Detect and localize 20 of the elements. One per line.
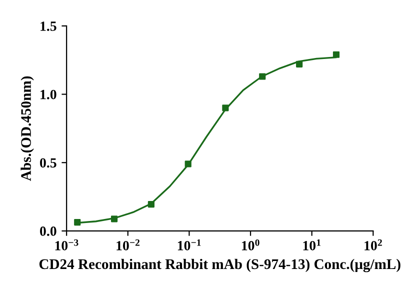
x-tick-label: 10$^{−3}$ [55,239,78,250]
point [222,104,229,112]
y-axis-title: Abs.(OD.450nm) [20,76,34,181]
point [184,160,192,168]
x-tick-label: 10$^{0}$ [242,239,260,250]
point [296,60,303,68]
y-tick-label: 1.0 [40,90,56,100]
y-tick-label: 1.5 [40,22,56,31]
point [259,73,266,80]
y-tick-label: 0.0 [40,226,56,236]
point [74,219,81,226]
point [110,216,118,222]
x-axis-title: CD24 Recombinant Rabbit mAb (S-974-13) Conc.(μg/mL) [39,258,400,272]
point [148,201,154,208]
x-tick-label: 10$^{−1}$ [178,239,201,250]
y-tick-label: 0.5 [40,158,56,168]
x-tick-label: 10$^{2}$ [364,239,382,250]
point [332,51,340,58]
x-tick-label: 10$^{−2}$ [116,239,140,250]
x-tick-label: 10$^{1}$ [303,239,321,250]
